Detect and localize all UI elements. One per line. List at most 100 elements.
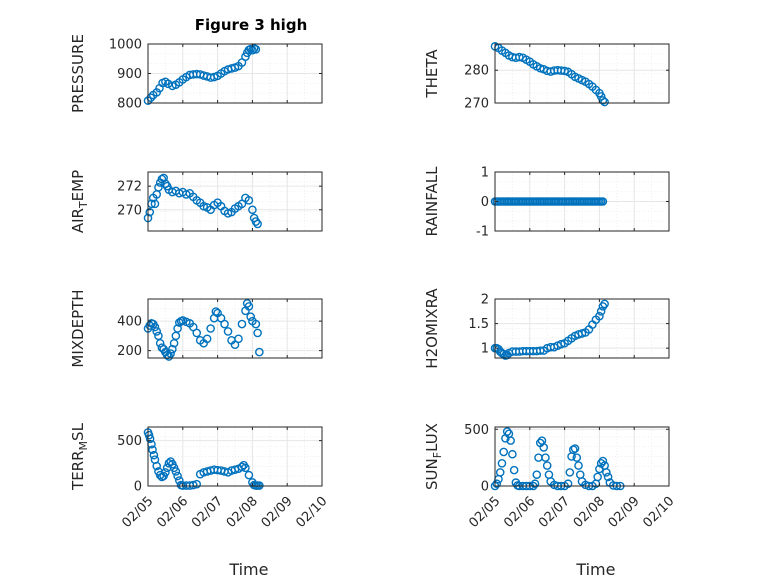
y-tick-label: 0 [481, 480, 489, 495]
data-point [595, 311, 604, 321]
data-point [237, 462, 247, 472]
y-tick-label: 280 [464, 64, 489, 79]
y-axis-label: TERRMSL [69, 422, 90, 491]
y-tick-label: 400 [117, 315, 142, 330]
data-point [244, 302, 254, 311]
data-point [541, 453, 550, 462]
figure-title: Figure 3 high [195, 16, 308, 34]
data-point [202, 334, 212, 344]
y-tick-label: 1.5 [468, 317, 489, 332]
data-point [603, 472, 613, 482]
data-point [542, 461, 552, 470]
axes-box [147, 298, 323, 359]
data-point [148, 445, 157, 454]
data-point [234, 334, 243, 344]
data-point [161, 468, 170, 477]
data-point [152, 461, 161, 471]
data-point [206, 324, 215, 333]
data-point [237, 319, 247, 329]
axes-box [147, 171, 323, 232]
data-point [593, 472, 602, 482]
y-axis-label: H2OMIXRA [423, 288, 441, 369]
data-point [577, 329, 587, 338]
data-point [223, 327, 233, 336]
data-point [565, 468, 575, 477]
subplot-1: 800 900 1000 PRESSURE [69, 34, 323, 113]
data-point [145, 434, 155, 444]
data-point [251, 217, 261, 226]
data-point [492, 479, 502, 489]
data-point [253, 328, 262, 338]
x-tick-label: 02/10 [293, 494, 330, 531]
y-tick-label: 2 [481, 293, 489, 308]
data-point [560, 66, 569, 76]
data-point [602, 468, 611, 477]
data-point [572, 453, 582, 462]
y-tick-label: 270 [464, 97, 489, 112]
x-tick-label: 02/07 [536, 494, 573, 531]
data-point [220, 319, 229, 329]
data-point [166, 349, 175, 358]
subplot-3: 270 272 AIRTEMP [69, 170, 323, 233]
x-tick-label: 02/08 [224, 494, 261, 531]
subplot-5: 200 400 MIXDEPTH [69, 289, 323, 368]
data-point [230, 465, 240, 474]
x-tick-label: 02/07 [189, 494, 226, 531]
data-point [251, 319, 261, 329]
y-axis-label: MIXDEPTH [69, 289, 87, 367]
x-tick-label: 02/09 [606, 494, 643, 531]
y-axis-label: THETA [423, 49, 441, 99]
y-tick-label: 1 [481, 166, 489, 181]
axes-box [147, 426, 323, 487]
x-tick-label: 02/06 [154, 494, 191, 531]
x-axis-label: Time [575, 560, 615, 579]
x-tick-label: 02/05 [119, 494, 156, 531]
data-point [192, 328, 202, 338]
data-point [192, 479, 202, 489]
data-point [598, 197, 608, 206]
data-point [150, 322, 160, 332]
data-point [574, 461, 583, 470]
y-tick-label: 500 [117, 434, 142, 449]
y-tick-label: 270 [117, 203, 142, 218]
data-point [569, 445, 578, 454]
x-tick-label: 02/09 [259, 494, 296, 531]
y-tick-label: 200 [117, 344, 142, 359]
data-point [144, 430, 154, 440]
y-axis-label: AIRTEMP [69, 170, 90, 233]
y-axis-label: SUNFLUX [423, 423, 444, 490]
data-point [509, 465, 519, 475]
data-point [570, 444, 580, 453]
axes-box [494, 298, 670, 359]
data-point [164, 459, 174, 468]
data-point [211, 307, 221, 316]
data-point [598, 456, 608, 466]
data-point [154, 183, 163, 192]
y-tick-label: 1 [481, 342, 489, 357]
data-point [152, 327, 161, 336]
data-point [248, 205, 257, 215]
x-tick-label: 02/08 [571, 494, 608, 531]
y-tick-label: 272 [117, 180, 142, 195]
data-point [556, 339, 566, 349]
x-axis-label: Time [228, 560, 268, 579]
data-point [168, 344, 177, 354]
y-tick-label: 500 [464, 423, 489, 438]
y-tick-label: 900 [117, 67, 142, 82]
y-tick-label: 1000 [109, 38, 142, 53]
data-point [495, 468, 505, 477]
data-point [150, 199, 160, 209]
data-point [246, 44, 255, 54]
data-point [499, 447, 509, 457]
data-point [149, 450, 159, 460]
data-point [244, 470, 254, 480]
y-tick-label: 0 [134, 480, 142, 495]
data-point [173, 324, 182, 333]
data-point [255, 347, 264, 357]
data-point [251, 45, 261, 54]
data-point [159, 173, 168, 183]
